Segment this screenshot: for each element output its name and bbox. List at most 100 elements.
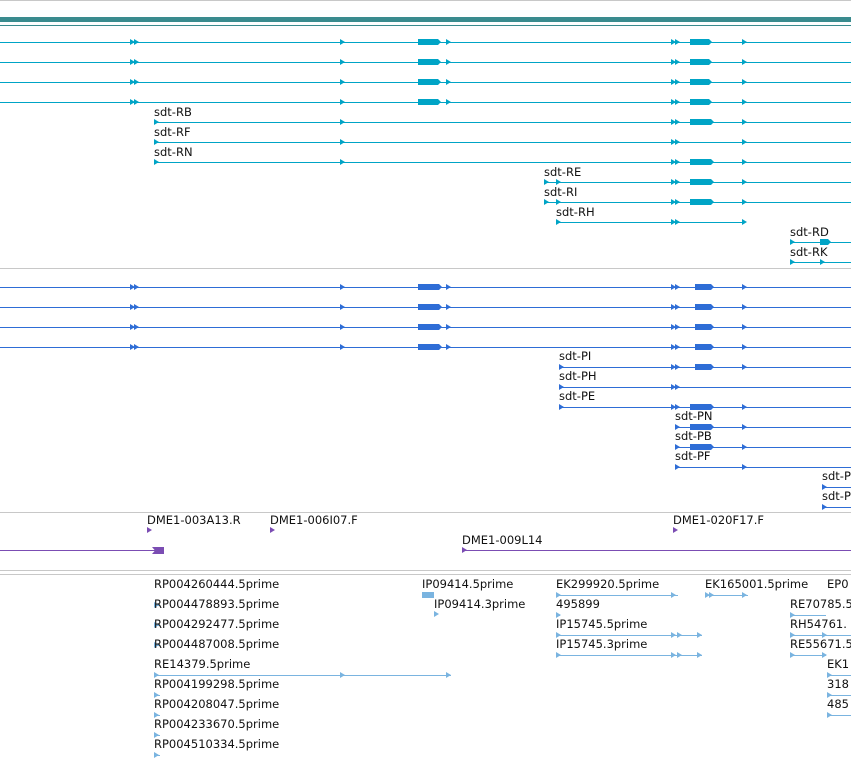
- strand-arrow-icon: [675, 404, 680, 410]
- strand-arrow-icon: [544, 179, 549, 185]
- strand-arrow-icon: [742, 179, 747, 185]
- strand-arrow-icon: [705, 592, 710, 598]
- est-label[interactable]: IP15745.3prime: [556, 637, 648, 651]
- strand-arrow-icon: [544, 199, 549, 205]
- transcript-label[interactable]: sdt-RE: [544, 165, 582, 179]
- est-label[interactable]: RE55671.5: [790, 637, 851, 651]
- feature-exon: [690, 199, 714, 205]
- clone-label[interactable]: DME1-006I07.F: [270, 513, 358, 527]
- strand-arrow-icon: [340, 99, 345, 105]
- est-block: [422, 592, 434, 598]
- protein-label[interactable]: sdt-PE: [559, 389, 596, 403]
- strand-arrow-icon: [742, 119, 747, 125]
- est-label[interactable]: IP15745.5prime: [556, 617, 648, 631]
- est-label[interactable]: RP004478893.5prime: [154, 597, 280, 611]
- strand-arrow-icon: [556, 612, 561, 618]
- strand-arrow-icon: [675, 284, 680, 290]
- est-label[interactable]: 318: [827, 677, 849, 691]
- strand-arrow-icon: [671, 304, 676, 310]
- strand-arrow-icon: [671, 592, 676, 598]
- strand-arrow-icon: [671, 39, 676, 45]
- strand-arrow-icon: [675, 79, 680, 85]
- strand-arrow-icon: [154, 159, 159, 165]
- est-label[interactable]: RP004510334.5prime: [154, 737, 280, 751]
- clone-label[interactable]: DME1-003A13.R: [147, 513, 241, 527]
- est-label[interactable]: 485: [827, 697, 849, 711]
- est-label[interactable]: RP004233670.5prime: [154, 717, 280, 731]
- strand-arrow-icon: [671, 179, 676, 185]
- strand-arrow-icon: [446, 672, 451, 678]
- strand-arrow-icon: [671, 139, 676, 145]
- strand-arrow-icon: [556, 219, 561, 225]
- est-label[interactable]: RE70785.5: [790, 597, 851, 611]
- strand-arrow-icon: [742, 159, 747, 165]
- feature-exon: [690, 99, 712, 105]
- strand-arrow-icon: [446, 79, 451, 85]
- strand-arrow-icon: [675, 444, 680, 450]
- protein-label[interactable]: sdt-PH: [559, 369, 597, 383]
- protein-label[interactable]: sdt-PB: [675, 429, 712, 443]
- feature-exon: [418, 324, 442, 330]
- strand-arrow-icon: [742, 219, 747, 225]
- est-label[interactable]: IP09414.3prime: [434, 597, 526, 611]
- feature-exon: [418, 99, 441, 105]
- clone-label[interactable]: DME1-009L14: [462, 533, 543, 547]
- strand-arrow-icon: [742, 444, 747, 450]
- strand-arrow-icon: [130, 284, 135, 290]
- est-label[interactable]: RP004208047.5prime: [154, 697, 280, 711]
- est-label[interactable]: IP09414.5prime: [422, 577, 514, 591]
- strand-arrow-icon: [559, 404, 564, 410]
- strand-arrow-icon: [790, 259, 795, 265]
- transcript-label[interactable]: sdt-RN: [154, 145, 193, 159]
- strand-arrow-icon: [675, 324, 680, 330]
- feature-exon: [690, 79, 712, 85]
- strand-arrow-icon: [340, 139, 345, 145]
- strand-arrow-icon: [742, 304, 747, 310]
- strand-arrow-icon: [134, 324, 139, 330]
- strand-arrow-icon: [677, 632, 682, 638]
- est-label[interactable]: RP004487008.5prime: [154, 637, 280, 651]
- est-label[interactable]: RP004199298.5prime: [154, 677, 280, 691]
- protein-label[interactable]: sdt-P: [822, 489, 851, 503]
- transcript-label[interactable]: sdt-RF: [154, 125, 191, 139]
- transcript-label[interactable]: sdt-RH: [556, 205, 595, 219]
- gene-span-bar[interactable]: [0, 17, 851, 22]
- strand-arrow-icon: [154, 602, 159, 608]
- protein-label[interactable]: sdt-PI: [559, 349, 592, 363]
- est-label[interactable]: RP004260444.5prime: [154, 577, 280, 591]
- strand-arrow-icon: [134, 39, 139, 45]
- strand-arrow-icon: [742, 199, 747, 205]
- strand-arrow-icon: [462, 547, 467, 553]
- protein-label[interactable]: sdt-PN: [675, 409, 713, 423]
- strand-arrow-icon: [134, 79, 139, 85]
- transcript-label[interactable]: sdt-RK: [790, 245, 828, 259]
- est-label[interactable]: RP004292477.5prime: [154, 617, 280, 631]
- feature-exon: [690, 404, 714, 410]
- transcript-label[interactable]: sdt-RB: [154, 105, 192, 119]
- strand-arrow-icon: [154, 732, 159, 738]
- strand-arrow-icon: [675, 304, 680, 310]
- strand-arrow-icon: [154, 752, 159, 758]
- strand-arrow-icon: [671, 344, 676, 350]
- strand-arrow-icon: [556, 632, 561, 638]
- est-label[interactable]: RH54761.: [790, 617, 847, 631]
- strand-arrow-icon: [671, 119, 676, 125]
- est-label[interactable]: 495899: [556, 597, 600, 611]
- strand-arrow-icon: [675, 99, 680, 105]
- est-label[interactable]: EP0: [827, 577, 849, 591]
- strand-arrow-icon: [671, 364, 676, 370]
- transcript-label[interactable]: sdt-RD: [790, 225, 829, 239]
- est-label[interactable]: EK165001.5prime: [705, 577, 809, 591]
- est-label[interactable]: EK299920.5prime: [556, 577, 660, 591]
- est-label[interactable]: EK1: [827, 657, 850, 671]
- clone-label[interactable]: DME1-020F17.F: [673, 513, 764, 527]
- transcript-label[interactable]: sdt-RI: [544, 185, 578, 199]
- strand-arrow-icon: [556, 179, 561, 185]
- feature-exon: [690, 59, 712, 65]
- strand-arrow-icon: [446, 99, 451, 105]
- protein-label[interactable]: sdt-P: [822, 469, 851, 483]
- strand-arrow-icon: [742, 592, 747, 598]
- est-label[interactable]: RE14379.5prime: [154, 657, 251, 671]
- protein-label[interactable]: sdt-PF: [675, 449, 711, 463]
- strand-arrow-icon: [130, 324, 135, 330]
